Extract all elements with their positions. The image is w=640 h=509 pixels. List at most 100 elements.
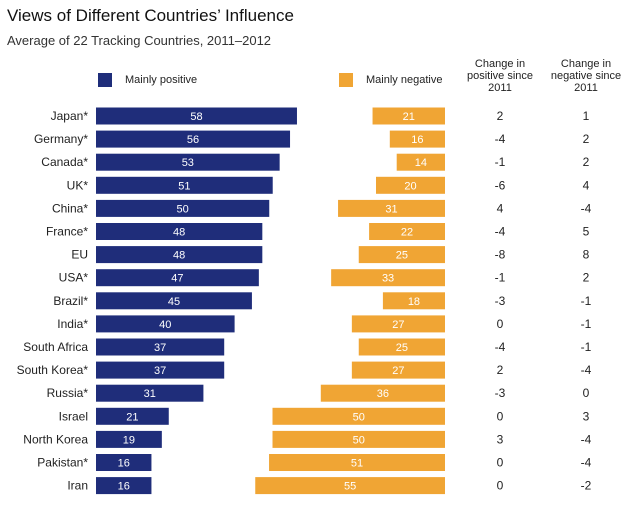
chart-subtitle: Average of 22 Tracking Countries, 2011–2… bbox=[7, 33, 272, 48]
positive-value-canada: 53 bbox=[182, 157, 194, 169]
change-negative-north-korea: -4 bbox=[581, 432, 592, 446]
change-positive-india: 0 bbox=[497, 317, 504, 331]
change-positive-north-korea: 3 bbox=[497, 432, 504, 446]
category-label-pakistan: Pakistan* bbox=[37, 456, 88, 470]
change-positive-brazil: -3 bbox=[495, 294, 506, 308]
change-positive-usa: -1 bbox=[495, 271, 506, 285]
positive-bar-south-africa bbox=[96, 338, 225, 356]
legend-negative: Mainly negative bbox=[339, 73, 442, 87]
negative-bar-pakistan bbox=[269, 454, 445, 471]
legend-positive: Mainly positive bbox=[98, 73, 197, 87]
negative-bar-iran bbox=[255, 477, 445, 495]
category-label-china: China* bbox=[52, 201, 88, 215]
negative-bar-south-africa bbox=[358, 338, 445, 356]
change-positive-eu: -8 bbox=[495, 248, 506, 262]
category-label-iran: Iran bbox=[67, 479, 88, 493]
category-label-israel: Israel bbox=[59, 409, 88, 423]
negative-bar-france bbox=[369, 223, 445, 240]
change-positive-pakistan: 0 bbox=[497, 456, 504, 470]
change-positive-russia: -3 bbox=[495, 386, 506, 400]
change-positive-japan: 2 bbox=[497, 109, 504, 123]
change-positive-iran: 0 bbox=[497, 479, 504, 493]
negative-bar-israel bbox=[272, 407, 445, 425]
positive-value-russia: 31 bbox=[144, 388, 156, 400]
negative-value-india: 27 bbox=[392, 319, 404, 331]
positive-value-israel: 21 bbox=[126, 411, 138, 423]
change-negative-japan: 1 bbox=[583, 109, 590, 123]
negative-value-japan: 21 bbox=[403, 111, 415, 123]
negative-value-france: 22 bbox=[401, 227, 413, 239]
positive-value-north-korea: 19 bbox=[123, 434, 135, 446]
legend-negative-label: Mainly negative bbox=[366, 74, 443, 86]
negative-value-south-korea: 27 bbox=[392, 365, 404, 377]
positive-bar-usa bbox=[96, 269, 259, 287]
legend-positive-label: Mainly positive bbox=[125, 74, 198, 86]
change-negative-south-africa: -1 bbox=[581, 340, 592, 354]
positive-value-japan: 58 bbox=[190, 111, 202, 123]
positive-bar-pakistan bbox=[96, 454, 152, 471]
positive-bar-brazil bbox=[96, 292, 252, 310]
category-label-brazil: Brazil* bbox=[53, 294, 88, 308]
positive-bar-south-korea bbox=[96, 361, 225, 379]
negative-value-pakistan: 51 bbox=[351, 458, 363, 470]
positive-value-uk: 51 bbox=[178, 180, 190, 192]
negative-value-canada: 14 bbox=[415, 157, 427, 169]
positive-value-germany: 56 bbox=[187, 134, 199, 146]
positive-value-south-korea: 37 bbox=[154, 365, 166, 377]
category-label-south-korea: South Korea* bbox=[17, 363, 89, 377]
negative-value-north-korea: 50 bbox=[353, 434, 365, 446]
positive-bar-china bbox=[96, 199, 270, 217]
change-negative-iran: -2 bbox=[581, 479, 592, 493]
change-positive-uk: -6 bbox=[495, 178, 506, 192]
negative-value-iran: 55 bbox=[344, 481, 356, 493]
negative-bar-eu bbox=[358, 246, 445, 264]
change-positive-south-korea: 2 bbox=[497, 363, 504, 377]
change-positive-south-africa: -4 bbox=[495, 340, 506, 354]
negative-value-uk: 20 bbox=[404, 180, 416, 192]
change-positive-header: Change in positive since 2011 bbox=[466, 58, 534, 94]
negative-bar-germany bbox=[389, 130, 445, 148]
category-label-japan: Japan* bbox=[51, 109, 89, 123]
negative-bar-india bbox=[351, 315, 445, 333]
positive-bar-israel bbox=[96, 407, 169, 425]
category-label-canada: Canada* bbox=[41, 155, 88, 169]
category-label-india: India* bbox=[57, 317, 88, 331]
change-negative-russia: 0 bbox=[583, 386, 590, 400]
negative-value-china: 31 bbox=[385, 203, 397, 215]
change-negative-china: -4 bbox=[581, 201, 592, 215]
category-label-south-africa: South Africa bbox=[23, 340, 88, 354]
positive-value-eu: 48 bbox=[173, 250, 185, 262]
negative-bar-north-korea bbox=[272, 430, 445, 448]
positive-value-china: 50 bbox=[177, 203, 189, 215]
negative-value-usa: 33 bbox=[382, 273, 394, 285]
category-label-germany: Germany* bbox=[34, 132, 88, 146]
category-label-uk: UK* bbox=[67, 178, 89, 192]
positive-bar-germany bbox=[96, 130, 291, 148]
category-label-france: France* bbox=[46, 225, 88, 239]
negative-value-eu: 25 bbox=[396, 250, 408, 262]
change-positive-israel: 0 bbox=[497, 409, 504, 423]
legend-negative-swatch bbox=[339, 73, 353, 87]
positive-bar-iran bbox=[96, 477, 152, 495]
positive-bar-japan bbox=[96, 107, 297, 125]
positive-bar-france bbox=[96, 223, 263, 240]
change-negative-canada: 2 bbox=[583, 155, 590, 169]
category-label-usa: USA* bbox=[59, 271, 89, 285]
positive-value-india: 40 bbox=[159, 319, 171, 331]
positive-bar-eu bbox=[96, 246, 263, 264]
legend-positive-swatch bbox=[98, 73, 112, 87]
positive-bar-canada bbox=[96, 153, 280, 171]
negative-bar-uk bbox=[376, 176, 445, 194]
change-negative-india: -1 bbox=[581, 317, 592, 331]
negative-bar-canada bbox=[396, 153, 445, 171]
positive-value-brazil: 45 bbox=[168, 296, 180, 308]
negative-bar-usa bbox=[331, 269, 445, 287]
positive-value-iran: 16 bbox=[118, 481, 130, 493]
change-negative-uk: 4 bbox=[583, 178, 590, 192]
negative-value-brazil: 18 bbox=[408, 296, 420, 308]
negative-bar-brazil bbox=[382, 292, 445, 310]
change-positive-china: 4 bbox=[497, 201, 504, 215]
change-negative-south-korea: -4 bbox=[581, 363, 592, 377]
change-negative-brazil: -1 bbox=[581, 294, 592, 308]
